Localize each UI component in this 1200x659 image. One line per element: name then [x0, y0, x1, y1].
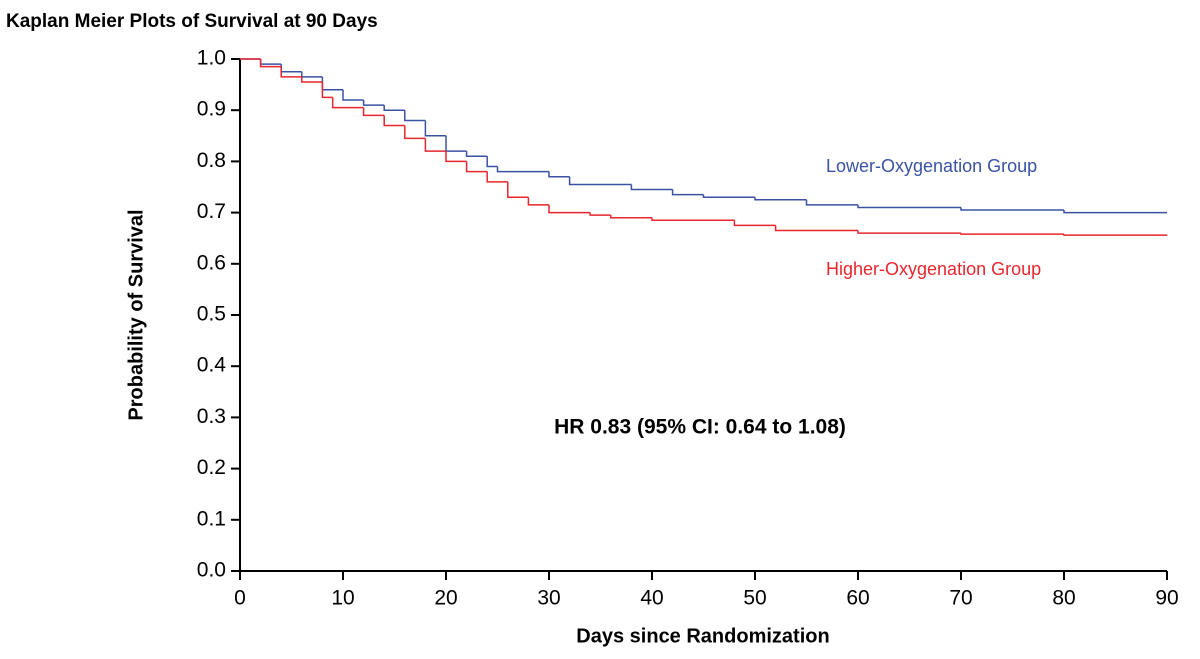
survival-step: [671, 189, 704, 196]
y-tick-label: 0.0: [197, 559, 226, 582]
y-tick-label: 0.5: [197, 303, 226, 326]
survival-step: [568, 176, 632, 186]
survival-step: [424, 138, 446, 152]
survival-step: [857, 230, 961, 234]
survival-step: [960, 207, 1064, 211]
x-tick-label: 40: [640, 587, 663, 610]
survival-step: [548, 204, 591, 214]
survival-step: [280, 64, 302, 73]
y-tick-label: 0.1: [197, 507, 226, 530]
y-tick-label: 1.0: [197, 47, 226, 70]
x-tick-label: 90: [1155, 587, 1178, 610]
chart-title: Kaplan Meier Plots of Survival at 90 Day…: [6, 11, 378, 32]
survival-step: [424, 120, 446, 137]
survival-step: [404, 125, 426, 140]
x-tick-label: 20: [434, 587, 457, 610]
y-tick-label: 0.4: [197, 354, 227, 377]
survival-step: [651, 217, 735, 222]
survival-step: [445, 151, 467, 163]
survival-step: [331, 97, 364, 109]
survival-step: [362, 107, 385, 117]
x-tick-label: 30: [537, 587, 560, 610]
survival-step: [527, 197, 549, 206]
y-axis-label: Probability of Survival: [125, 209, 147, 420]
survival-step: [259, 59, 282, 68]
survival-step: [610, 215, 652, 219]
survival-step: [1063, 210, 1167, 214]
x-tick-label: 50: [743, 587, 766, 610]
survival-step: [280, 66, 302, 78]
survival-step: [321, 76, 343, 91]
survival-step: [342, 89, 364, 101]
series-label: Lower-Oxygenation Group: [826, 156, 1037, 176]
survival-step: [321, 82, 333, 99]
x-tick-label: 60: [846, 587, 869, 610]
survival-step: [1063, 234, 1167, 236]
survival-step: [774, 225, 858, 232]
y-tick-label: 0.8: [197, 149, 226, 172]
x-tick-label: 0: [234, 587, 246, 610]
y-tick-label: 0.7: [197, 200, 226, 223]
survival-step: [301, 71, 323, 78]
annotation: HR 0.83 (95% CI: 0.64 to 1.08): [554, 416, 846, 439]
y-tick-label: 0.2: [197, 456, 226, 479]
survival-step: [960, 233, 1064, 235]
survival-step: [733, 220, 776, 227]
survival-step: [702, 194, 755, 198]
survival-step: [259, 59, 282, 65]
x-tick-label: 70: [949, 587, 972, 610]
survival-step: [404, 110, 426, 122]
y-tick-label: 0.3: [197, 405, 226, 428]
survival-step: [857, 204, 961, 209]
x-tick-label: 10: [331, 587, 354, 610]
survival-step: [630, 184, 673, 191]
survival-step: [465, 151, 488, 158]
survival-step: [496, 166, 549, 173]
survival-step: [301, 76, 323, 83]
y-tick-label: 0.6: [197, 251, 226, 274]
survival-step: [805, 199, 858, 206]
survival-step: [589, 212, 611, 216]
survival-step: [486, 156, 498, 168]
series-label: Higher-Oxygenation Group: [826, 259, 1041, 279]
survival-step: [362, 99, 385, 106]
x-axis-label: Days since Randomization: [576, 625, 829, 647]
survival-step: [548, 171, 570, 178]
survival-step: [445, 135, 467, 152]
x-tick-label: 80: [1052, 587, 1075, 610]
survival-step: [383, 115, 405, 127]
survival-step: [754, 197, 807, 201]
survival-step: [465, 161, 488, 173]
y-tick-label: 0.9: [197, 98, 226, 121]
survival-step: [383, 105, 405, 111]
survival-step: [507, 181, 529, 198]
survival-step: [486, 171, 508, 183]
